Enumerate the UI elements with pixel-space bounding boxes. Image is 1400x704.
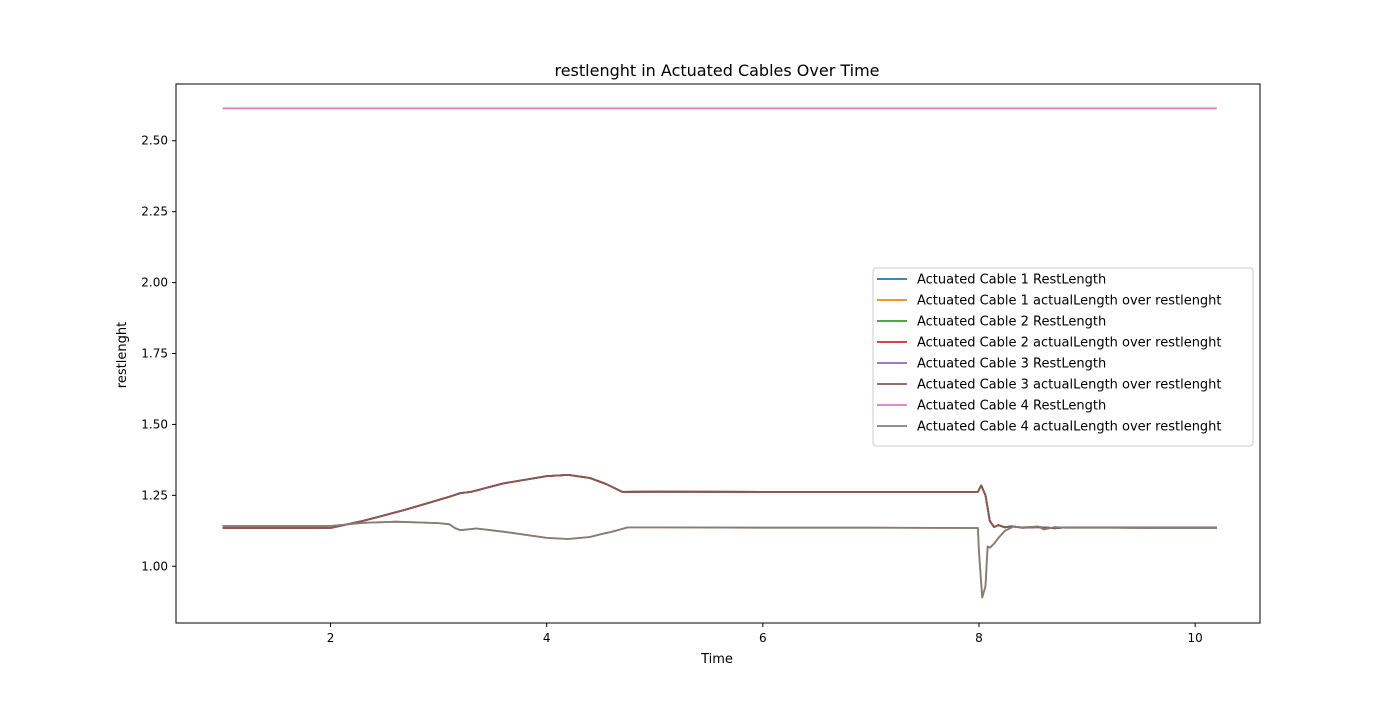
legend-label: Actuated Cable 1 RestLength [917,273,1106,288]
legend-box [872,267,1254,447]
legend-label: Actuated Cable 4 actualLength over restl… [917,420,1222,435]
y-tick-label: 1.50 [141,417,168,431]
legend: Actuated Cable 1 RestLength Actuated Cabl… [872,267,1254,447]
x-axis-label: Time [700,652,733,667]
legend-label: Actuated Cable 4 RestLength [917,399,1106,414]
x-tick-label: 2 [327,631,335,645]
x-tick-label: 8 [975,631,983,645]
y-tick-label: 1.00 [141,559,168,573]
y-tick-label: 1.25 [141,488,168,502]
y-tick-label: 2.50 [141,134,168,148]
x-tick-label: 4 [543,631,551,645]
y-tick-label: 1.75 [141,347,168,361]
legend-label: Actuated Cable 2 actualLength over restl… [917,336,1222,351]
legend-label: Actuated Cable 3 RestLength [917,357,1106,372]
x-tick-label: 6 [759,631,767,645]
chart-title: restlenght in Actuated Cables Over Time [554,61,879,80]
y-tick-label: 2.00 [141,276,168,290]
y-axis-label: restlenght [115,322,130,388]
legend-label: Actuated Cable 2 RestLength [917,315,1106,330]
y-tick-label: 2.25 [141,205,168,219]
y-axis: 1.00 1.25 1.50 1.75 2.00 2.25 2.50 [141,134,176,573]
series-layer [222,107,1217,599]
x-tick-label: 10 [1188,631,1203,645]
legend-label: Actuated Cable 3 actualLength over restl… [917,378,1222,393]
x-axis: 2 4 6 8 10 [327,623,1203,645]
legend-label: Actuated Cable 1 actualLength over restl… [917,294,1222,309]
series-line-8 [222,520,1217,599]
